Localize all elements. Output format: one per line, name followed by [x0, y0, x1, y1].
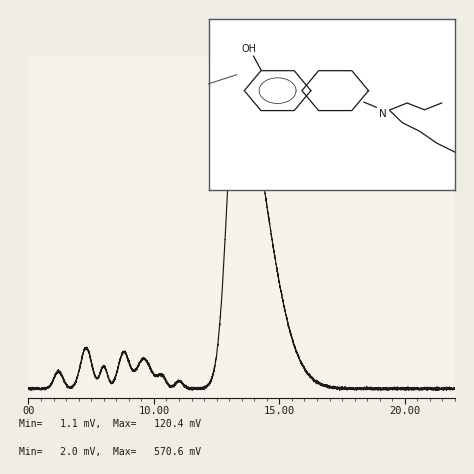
Text: Min=   1.1 mV,  Max=   120.4 mV: Min= 1.1 mV, Max= 120.4 mV [19, 419, 201, 428]
Text: N: N [379, 109, 387, 119]
Text: Min=   2.0 mV,  Max=   570.6 mV: Min= 2.0 mV, Max= 570.6 mV [19, 447, 201, 457]
Text: OH: OH [241, 44, 256, 54]
